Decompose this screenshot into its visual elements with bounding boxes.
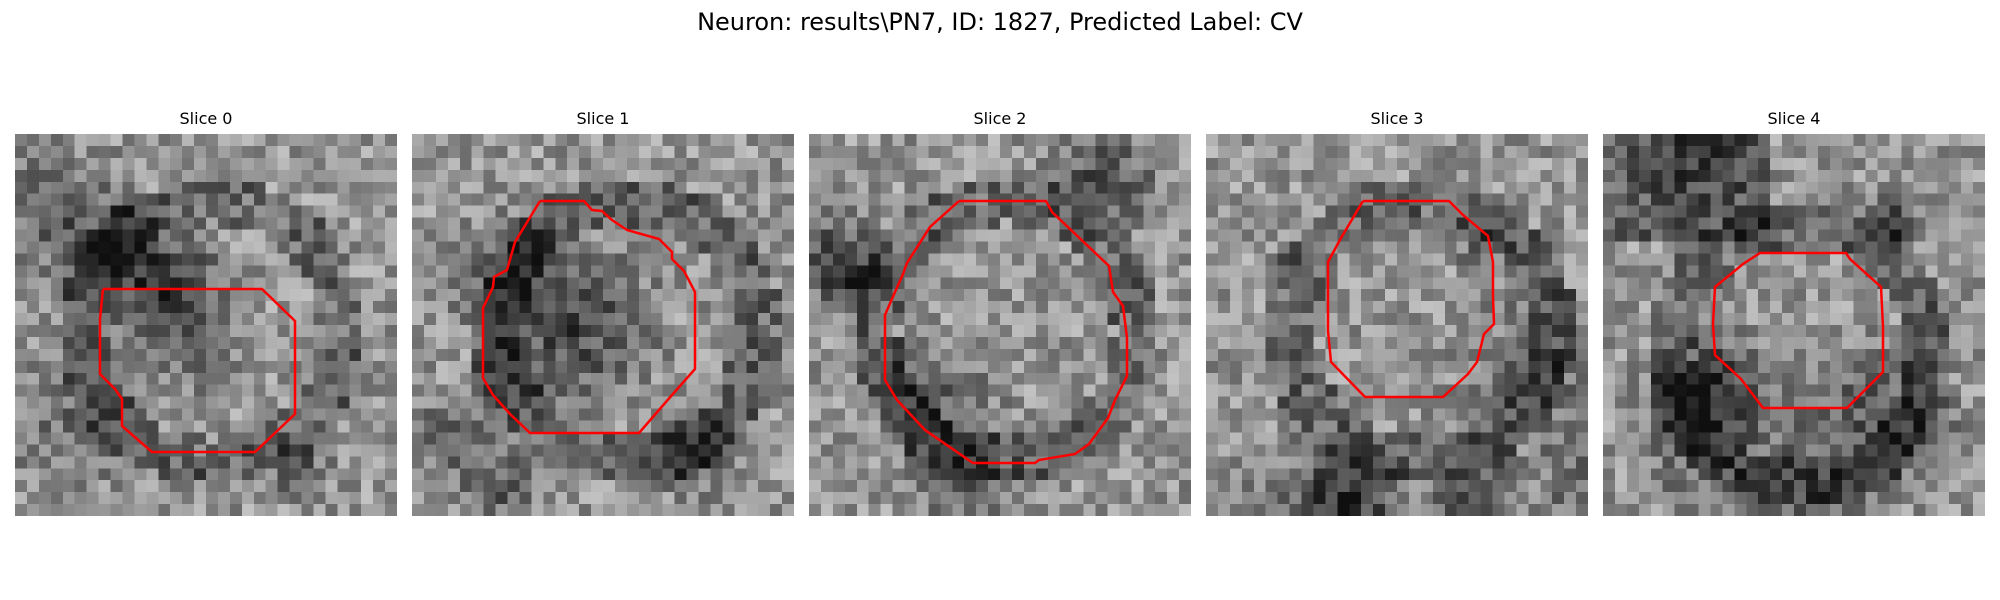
slice-image-1 [412,134,794,516]
slice-panel-3: Slice 3 [1206,107,1588,539]
contour-overlay [481,199,697,435]
contour-overlay [883,199,1129,465]
slice-image-2 [809,134,1191,516]
neuron-contour [1326,199,1496,399]
slice-title: Slice 2 [973,109,1027,128]
slice-image-0 [15,134,397,516]
em-grayscale-image [809,134,1191,516]
slice-title: Slice 3 [1370,109,1424,128]
slice-image-4 [1603,134,1985,516]
figure-title: Neuron: results\PN7, ID: 1827, Predicted… [697,8,1303,36]
contour-overlay [1326,199,1496,399]
contour-overlay [98,287,297,454]
slice-title: Slice 1 [576,109,630,128]
neuron-contour [98,287,297,454]
slice-panel-2: Slice 2 [809,107,1191,539]
em-grayscale-image [1206,134,1588,516]
neuron-contour [1711,251,1885,410]
neuron-contour [481,199,697,435]
contour-overlay [1711,251,1885,410]
slice-title: Slice 4 [1767,109,1821,128]
em-grayscale-image [412,134,794,516]
slice-panel-4: Slice 4 [1603,107,1985,539]
slice-title: Slice 0 [179,109,233,128]
em-grayscale-image [1603,134,1985,516]
neuron-contour [883,199,1129,465]
slice-panel-0: Slice 0 [15,107,397,539]
slice-image-3 [1206,134,1588,516]
slice-panel-1: Slice 1 [412,107,794,539]
